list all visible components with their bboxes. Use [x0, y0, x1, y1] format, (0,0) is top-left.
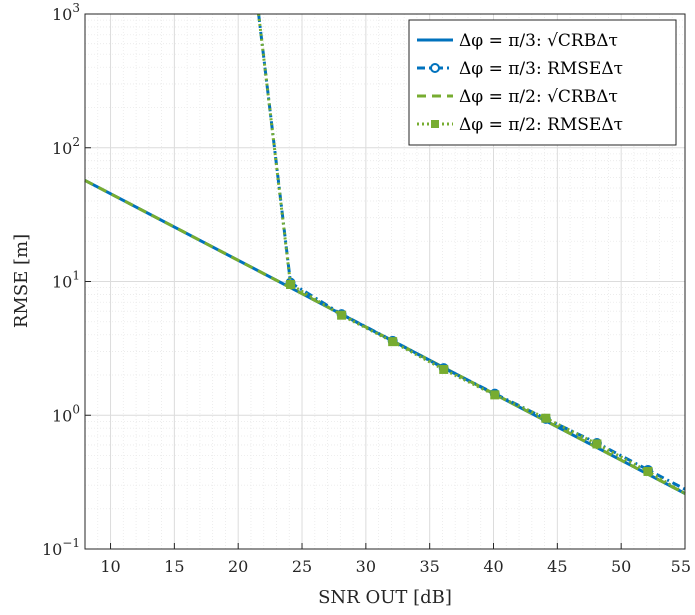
legend-item-3: Δφ = π/2: √CRBΔτ [417, 87, 618, 107]
series-layer [84, 13, 686, 495]
legend-item-2: Δφ = π/3: RMSEΔτ [417, 59, 623, 79]
y-axis: 10−1 100 101 102 103 [42, 1, 91, 559]
legend-item-1: Δφ = π/3: √CRBΔτ [417, 31, 618, 51]
data-point [643, 466, 653, 476]
data-point [337, 310, 347, 320]
x-tick-label: 55 [671, 557, 691, 576]
x-tick-label: 30 [356, 557, 376, 576]
x-tick-label: 20 [228, 557, 248, 576]
x-axis: 10 15 20 25 30 35 40 45 50 55 [100, 543, 691, 576]
x-tick-label: 50 [611, 557, 631, 576]
x-tick-label: 15 [164, 557, 184, 576]
y-tick-label: 100 [52, 402, 80, 425]
y-tick-label: 103 [52, 1, 80, 24]
y-axis-label: RMSE [m] [11, 234, 32, 328]
legend: Δφ = π/3: √CRBΔτ Δφ = π/3: RMSEΔτ Δφ = π/2… [408, 19, 677, 146]
series-4 [257, 13, 686, 495]
x-tick-label: 25 [292, 557, 312, 576]
y-tick-label: 10−1 [42, 536, 80, 559]
data-point [439, 364, 449, 374]
x-tick-label: 40 [483, 557, 503, 576]
legend-label: Δφ = π/2: √CRBΔτ [459, 87, 618, 107]
data-point [286, 279, 296, 289]
legend-marker [430, 63, 440, 73]
x-axis-label: SNR OUT [dB] [318, 587, 452, 608]
data-point [541, 413, 551, 423]
x-tick-label: 10 [100, 557, 120, 576]
legend-label: Δφ = π/3: RMSEΔτ [459, 59, 623, 79]
data-point [592, 439, 602, 449]
x-tick-label: 35 [420, 557, 440, 576]
legend-marker [431, 120, 439, 128]
data-point [388, 337, 398, 347]
legend-item-4: Δφ = π/2: RMSEΔτ [417, 115, 623, 135]
y-tick-label: 102 [52, 135, 80, 158]
data-point [490, 390, 500, 400]
legend-label: Δφ = π/3: √CRBΔτ [459, 31, 618, 51]
series-line [257, 13, 686, 495]
y-tick-label: 101 [52, 269, 80, 292]
legend-box [408, 19, 677, 146]
x-tick-label: 45 [547, 557, 567, 576]
grid [84, 13, 686, 550]
legend-label: Δφ = π/2: RMSEΔτ [459, 115, 623, 135]
